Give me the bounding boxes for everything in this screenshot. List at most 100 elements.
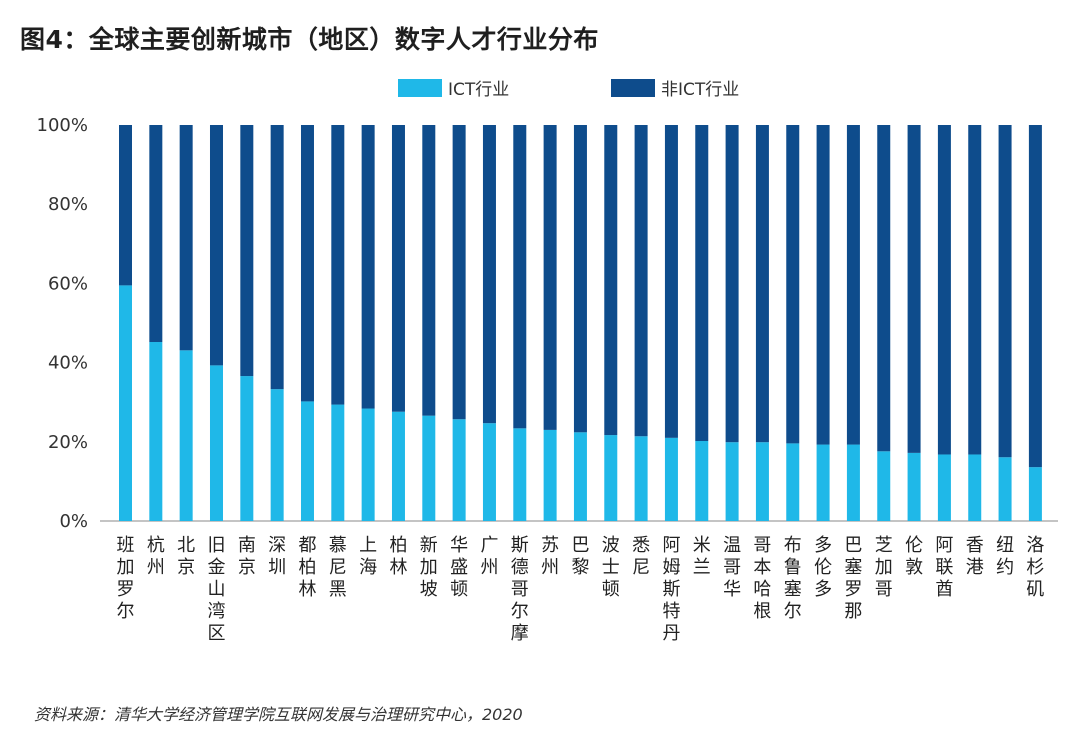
bar-ict — [513, 428, 527, 521]
y-tick-label: 60% — [48, 273, 88, 294]
category-label-char: 华 — [723, 579, 741, 600]
category-label-char: 州 — [541, 557, 559, 578]
category-label-char: 联 — [935, 557, 953, 578]
category-label-char: 布 — [784, 535, 802, 556]
category-label-char: 斯 — [662, 579, 680, 600]
category-label-char: 湾 — [207, 601, 225, 622]
bar-ict — [664, 437, 678, 521]
chart-title: 图4：全球主要创新城市（地区）数字人才行业分布 — [20, 25, 599, 54]
bar-non-ict — [937, 125, 951, 455]
category-label-char: 本 — [753, 557, 771, 578]
category-label-char: 圳 — [268, 557, 286, 578]
bar-ict — [998, 457, 1012, 521]
category-label-char: 林 — [298, 579, 316, 600]
category-label-char: 金 — [207, 557, 225, 578]
bar-non-ict — [877, 125, 891, 452]
category-label-char: 深 — [268, 535, 286, 556]
category-label-char: 广 — [480, 535, 498, 556]
category-label-char: 波 — [602, 535, 620, 556]
bar-non-ict — [1028, 125, 1042, 468]
category-label-char: 伦 — [905, 535, 923, 556]
bar-ict — [786, 443, 800, 521]
bar-ict — [391, 411, 405, 521]
bar-non-ict — [695, 125, 709, 442]
category-label-char: 洛 — [1026, 535, 1044, 556]
category-label-char: 矶 — [1026, 579, 1044, 600]
bar-ict — [422, 415, 436, 521]
category-label-char: 鲁 — [784, 557, 802, 578]
bar-non-ict — [119, 125, 132, 286]
category-label-char: 区 — [207, 623, 225, 644]
category-label-char: 哥 — [511, 579, 529, 600]
category-label-char: 丹 — [662, 623, 680, 644]
category-label-char: 盛 — [450, 557, 468, 578]
bar-non-ict — [270, 125, 284, 390]
bar-non-ict — [998, 125, 1012, 458]
category-label-char: 温 — [723, 535, 741, 556]
bar-ict — [1028, 467, 1042, 521]
category-label-char: 兰 — [693, 557, 711, 578]
category-label-char: 海 — [359, 557, 377, 578]
category-label-char: 巴 — [571, 535, 589, 556]
bar-non-ict — [149, 125, 163, 343]
category-label-char: 纽 — [996, 535, 1014, 556]
category-label-char: 伦 — [814, 557, 832, 578]
category-label-char: 芝 — [875, 535, 893, 556]
category-label-char: 尔 — [117, 601, 135, 622]
bar-ict — [543, 429, 557, 521]
category-label-char: 慕 — [329, 535, 347, 556]
legend-label: ICT行业 — [448, 80, 509, 100]
bar-ict — [968, 454, 982, 521]
bar-ict — [270, 389, 284, 521]
category-label-char: 那 — [844, 601, 862, 622]
category-label-char: 州 — [480, 557, 498, 578]
bar-non-ict — [846, 125, 860, 445]
category-label-char: 哥 — [753, 535, 771, 556]
category-label-char: 苏 — [541, 535, 559, 556]
bar-non-ict — [816, 125, 830, 445]
category-label-char: 黎 — [571, 557, 589, 578]
bar-ict — [634, 436, 648, 521]
category-label-char: 姆 — [662, 557, 680, 578]
bar-non-ict — [452, 125, 466, 420]
category-label-char: 上 — [359, 535, 377, 556]
category-label-char: 士 — [602, 557, 620, 578]
bar-ict — [816, 444, 830, 521]
bar-non-ict — [664, 125, 678, 438]
bar-non-ict — [543, 125, 557, 430]
bar-ict — [331, 404, 345, 521]
bar-ict — [846, 444, 860, 521]
bar-ict — [604, 435, 618, 521]
bar-non-ict — [209, 125, 223, 366]
bar-non-ict — [725, 125, 739, 443]
bar-non-ict — [240, 125, 254, 377]
category-label-char: 巴 — [844, 535, 862, 556]
category-label-char: 山 — [207, 579, 225, 600]
category-label-char: 哥 — [723, 557, 741, 578]
legend-swatch — [398, 79, 442, 97]
category-label-char: 州 — [147, 557, 165, 578]
category-label-char: 塞 — [784, 579, 802, 600]
bar-ict — [209, 365, 223, 521]
bar-ict — [907, 452, 921, 521]
category-label-char: 杭 — [147, 535, 165, 556]
bar-non-ict — [513, 125, 527, 429]
category-label-char: 林 — [389, 557, 407, 578]
category-label-char: 特 — [662, 601, 680, 622]
category-label-char: 多 — [814, 579, 832, 600]
y-tick-label: 40% — [48, 353, 88, 374]
category-label-char: 尔 — [511, 601, 529, 622]
legend-label: 非ICT行业 — [661, 80, 739, 100]
category-label-char: 香 — [966, 535, 984, 556]
bar-non-ict — [968, 125, 982, 455]
category-label-char: 哈 — [753, 579, 771, 600]
category-label-char: 南 — [238, 535, 256, 556]
category-label-char: 都 — [298, 535, 316, 556]
y-tick-label: 0% — [59, 511, 88, 532]
category-label-char: 柏 — [389, 535, 407, 556]
category-label-char: 加 — [117, 557, 135, 578]
category-label-char: 德 — [511, 557, 529, 578]
category-label-char: 悉 — [632, 535, 650, 556]
category-label-char: 哥 — [875, 579, 893, 600]
bar-non-ict — [786, 125, 800, 444]
